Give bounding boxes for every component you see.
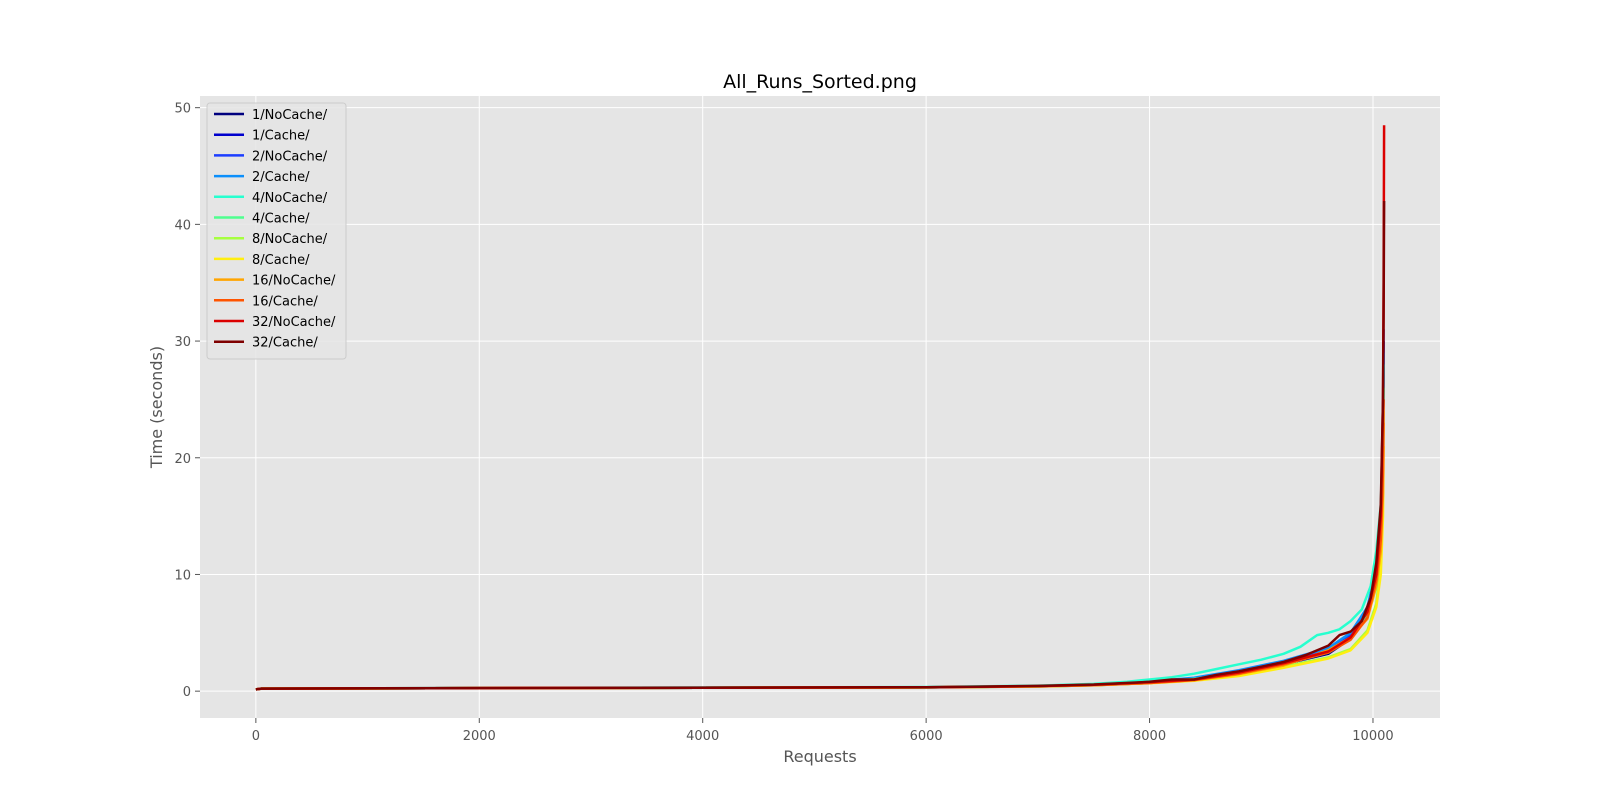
x-tick-label: 0 [252,729,260,744]
chart-title: All_Runs_Sorted.png [723,71,917,93]
y-tick-label: 40 [174,218,191,233]
series-lines [255,125,1386,691]
x-tick-label: 6000 [910,729,943,744]
x-tick-label: 8000 [1133,729,1166,744]
legend-label: 8/Cache/ [252,253,310,268]
legend-box [206,102,347,360]
plot-area [200,96,1440,718]
x-tick-label: 2000 [463,729,496,744]
legend-label: 2/Cache/ [252,170,310,185]
legend-label: 32/Cache/ [252,336,318,351]
legend-label: 2/NoCache/ [252,149,328,164]
legend-label: 4/Cache/ [252,212,310,227]
legend-label: 4/NoCache/ [252,191,328,206]
y-tick-label: 30 [174,335,191,350]
legend-label: 16/NoCache/ [252,274,336,289]
x-axis-label: Requests [783,747,856,766]
x-tick-label: 10000 [1352,729,1393,744]
legend-label: 16/Cache/ [252,294,318,309]
y-tick-label: 20 [174,452,191,467]
legend-label: 1/NoCache/ [252,108,328,123]
y-axis-ticks: 0 10 20 30 40 50 [174,102,200,700]
legend-label: 32/NoCache/ [252,315,336,330]
grid-lines [200,96,1440,718]
legend-label: 8/NoCache/ [252,232,328,247]
y-axis-label: Time (seconds) [147,346,166,469]
x-tick-label: 4000 [686,729,719,744]
y-tick-label: 10 [174,568,191,583]
series-line-32-cache [255,200,1386,691]
y-tick-label: 0 [183,685,191,700]
y-tick-label: 50 [174,102,191,117]
legend: 1/NoCache/1/Cache/2/NoCache/2/Cache/4/No… [206,102,347,360]
legend-label: 1/Cache/ [252,129,310,144]
x-axis-ticks: 0 2000 4000 6000 8000 10000 [252,718,1394,744]
